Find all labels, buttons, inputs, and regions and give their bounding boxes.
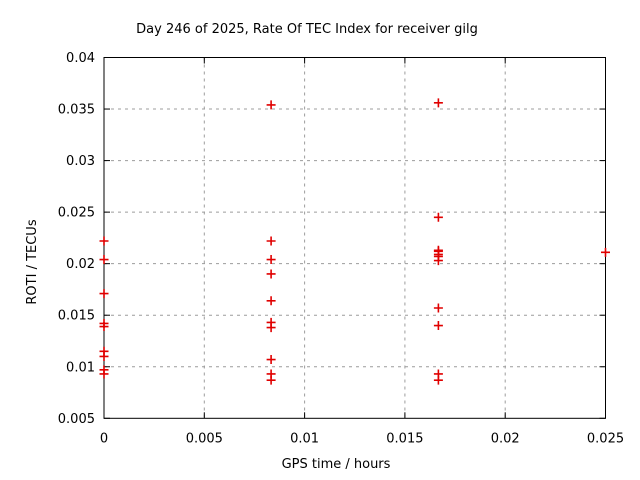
data-point bbox=[99, 351, 109, 361]
x-tick-label: 0 bbox=[100, 431, 108, 446]
data-point bbox=[99, 369, 109, 379]
x-tick-label: 0.015 bbox=[386, 431, 423, 446]
data-point bbox=[99, 255, 109, 265]
data-point bbox=[266, 269, 276, 279]
x-tick-label: 0.025 bbox=[587, 431, 624, 446]
data-point bbox=[266, 355, 276, 365]
data-point bbox=[433, 212, 443, 222]
chart-title: Day 246 of 2025, Rate Of TEC Index for r… bbox=[136, 22, 478, 37]
y-tick-label: 0.04 bbox=[66, 51, 95, 66]
x-tick-label: 0.01 bbox=[290, 431, 319, 446]
data-point bbox=[601, 247, 610, 257]
data-point bbox=[99, 236, 109, 246]
x-tick-label: 0.02 bbox=[491, 431, 520, 446]
plot-border bbox=[103, 57, 606, 419]
y-tick-label: 0.01 bbox=[66, 360, 95, 375]
data-point bbox=[266, 375, 276, 385]
data-point bbox=[266, 255, 276, 265]
x-axis-label: GPS time / hours bbox=[282, 457, 391, 472]
data-point bbox=[433, 256, 443, 266]
y-tick-label: 0.02 bbox=[66, 257, 95, 272]
data-point bbox=[433, 375, 443, 385]
data-point bbox=[99, 289, 109, 299]
y-tick-label: 0.03 bbox=[66, 154, 95, 169]
data-point bbox=[266, 236, 276, 246]
data-point bbox=[99, 322, 109, 332]
y-tick-label: 0.005 bbox=[58, 412, 95, 427]
data-point bbox=[433, 303, 443, 313]
y-tick-label: 0.025 bbox=[58, 206, 95, 221]
y-tick-label: 0.015 bbox=[58, 309, 95, 324]
y-tick-label: 0.035 bbox=[58, 103, 95, 118]
y-axis-label: ROTI / TECUs bbox=[25, 219, 40, 304]
data-point bbox=[266, 100, 276, 110]
data-point bbox=[266, 323, 276, 333]
data-point bbox=[266, 296, 276, 306]
x-tick-label: 0.005 bbox=[186, 431, 223, 446]
data-point bbox=[433, 98, 443, 108]
data-point bbox=[433, 321, 443, 331]
